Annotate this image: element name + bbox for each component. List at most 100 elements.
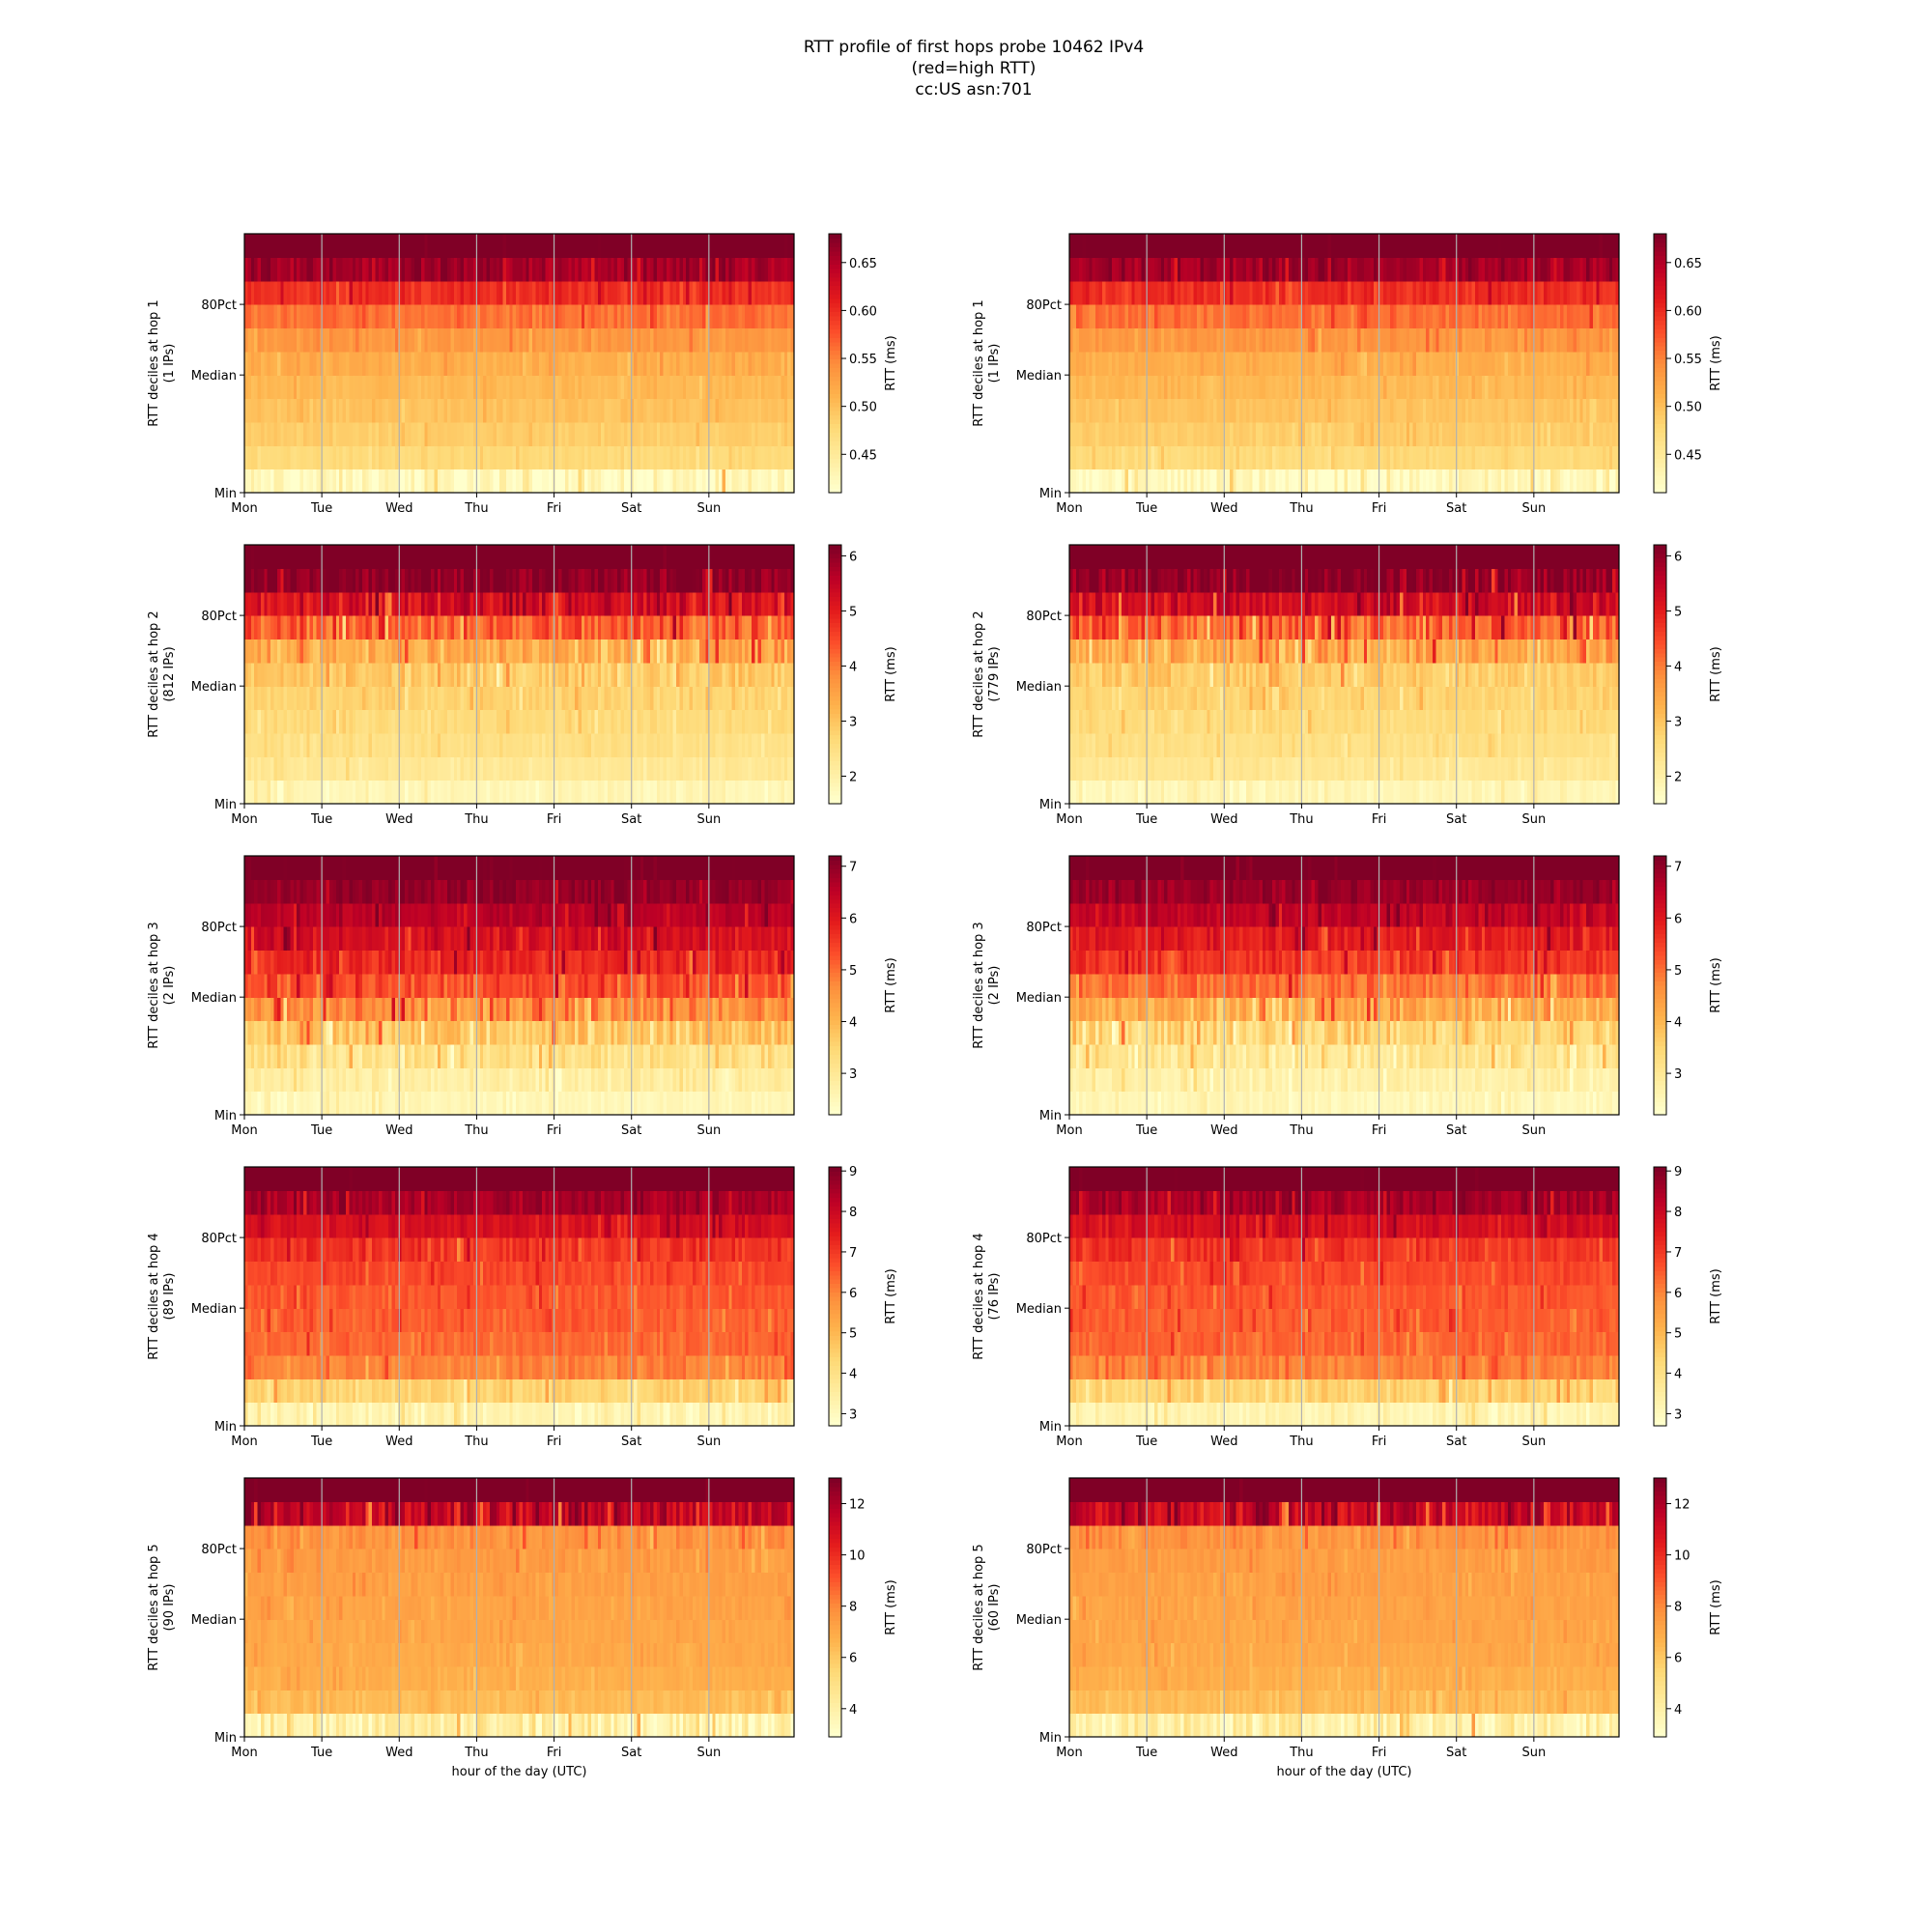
heatmap-cell — [679, 469, 684, 494]
heatmap-cell — [1432, 257, 1436, 282]
heatmap-cell — [1170, 304, 1175, 329]
heatmap-cell — [1112, 304, 1117, 329]
heatmap-cell — [1278, 257, 1283, 282]
colorbar-step — [829, 470, 841, 476]
heatmap-cell — [1537, 445, 1542, 470]
colorbar-step — [1654, 393, 1666, 399]
heatmap-cell — [1426, 398, 1431, 423]
heatmap-cell — [698, 327, 703, 353]
heatmap-cell — [1124, 304, 1129, 329]
heatmap-cell — [653, 351, 658, 376]
heatmap-cell — [254, 398, 259, 423]
heatmap-cell — [1193, 375, 1198, 400]
heatmap-cell — [751, 375, 755, 400]
heatmap-cell — [1471, 445, 1476, 470]
heatmap-cell — [672, 234, 677, 258]
heatmap-cell — [663, 398, 668, 423]
heatmap-cell — [1236, 445, 1240, 470]
heatmap-cell — [1412, 304, 1417, 329]
heatmap-cell — [361, 445, 366, 470]
heatmap-cell — [1412, 351, 1417, 376]
heatmap-cell — [1504, 398, 1509, 423]
heatmap-cell — [731, 234, 736, 258]
heatmap-cell — [1386, 398, 1391, 423]
heatmap-cell — [1504, 304, 1509, 329]
heatmap-cell — [754, 351, 759, 376]
heatmap-cell — [1412, 257, 1417, 282]
heatmap-cell — [617, 445, 622, 470]
heatmap-cell — [417, 421, 422, 446]
heatmap-cell — [1308, 375, 1313, 400]
heatmap-cell — [1527, 351, 1532, 376]
heatmap-cell — [1544, 469, 1548, 494]
heatmap-cell — [561, 327, 566, 353]
heatmap-cell — [1357, 421, 1362, 446]
heatmap-cell — [313, 257, 318, 282]
heatmap-cell — [783, 351, 788, 376]
heatmap-cell — [469, 421, 474, 446]
heatmap-cell — [1072, 280, 1077, 305]
heatmap-cell — [1301, 398, 1306, 423]
heatmap-cell — [724, 351, 729, 376]
heatmap-cell — [672, 257, 677, 282]
heatmap-cell — [384, 421, 389, 446]
heatmap-cell — [1098, 421, 1103, 446]
heatmap-cell — [450, 421, 455, 446]
heatmap-cell — [712, 375, 717, 400]
heatmap-cell — [1229, 351, 1234, 376]
heatmap-cell — [1556, 280, 1561, 305]
heatmap-cell — [1560, 398, 1565, 423]
colorbar-step — [829, 302, 841, 308]
heatmap-cell — [724, 257, 729, 282]
heatmap-cell — [702, 351, 707, 376]
heatmap-cell — [306, 351, 311, 376]
heatmap-cell — [443, 234, 448, 258]
heatmap-cell — [1514, 351, 1519, 376]
heatmap-cell — [630, 257, 635, 282]
heatmap-cell — [719, 280, 724, 305]
heatmap-cell — [708, 327, 713, 353]
heatmap-cell — [1523, 421, 1528, 446]
heatmap-cell — [1416, 445, 1420, 470]
heatmap-cell — [767, 469, 772, 494]
heatmap-cell — [309, 257, 314, 282]
heatmap-cell — [1367, 398, 1372, 423]
heatmap-cell — [571, 257, 576, 282]
heatmap-cell — [417, 280, 422, 305]
heatmap-cell — [417, 304, 422, 329]
heatmap-cell — [1576, 304, 1580, 329]
heatmap-cell — [627, 421, 632, 446]
heatmap-cell — [1127, 304, 1132, 329]
heatmap-cell — [355, 375, 360, 400]
heatmap-cell — [532, 304, 537, 329]
heatmap-cell — [1203, 398, 1208, 423]
heatmap-cell — [332, 375, 337, 400]
heatmap-cell — [1131, 421, 1136, 446]
heatmap-cell — [332, 234, 337, 258]
heatmap-cell — [617, 398, 622, 423]
heatmap-cell — [1560, 257, 1565, 282]
heatmap-cell — [584, 351, 589, 376]
heatmap-cell — [404, 327, 409, 353]
heatmap-cell — [414, 445, 419, 470]
heatmap-cell — [669, 234, 674, 258]
heatmap-cell — [545, 469, 550, 494]
heatmap-cell — [1350, 469, 1355, 494]
heatmap-cell — [1462, 351, 1466, 376]
heatmap-cell — [745, 304, 750, 329]
heatmap-cell — [1570, 304, 1575, 329]
heatmap-cell — [290, 445, 295, 470]
heatmap-cell — [564, 234, 569, 258]
heatmap-cell — [764, 234, 769, 258]
heatmap-cell — [280, 375, 285, 400]
heatmap-cell — [1406, 445, 1410, 470]
heatmap-cell — [437, 445, 441, 470]
heatmap-cell — [1462, 280, 1466, 305]
heatmap-cell — [1174, 375, 1179, 400]
heatmap-cell — [774, 351, 779, 376]
heatmap-cell — [293, 351, 298, 376]
heatmap-cell — [345, 257, 350, 282]
heatmap-cell — [587, 280, 592, 305]
heatmap-cell — [1504, 469, 1509, 494]
heatmap-cell — [526, 257, 530, 282]
